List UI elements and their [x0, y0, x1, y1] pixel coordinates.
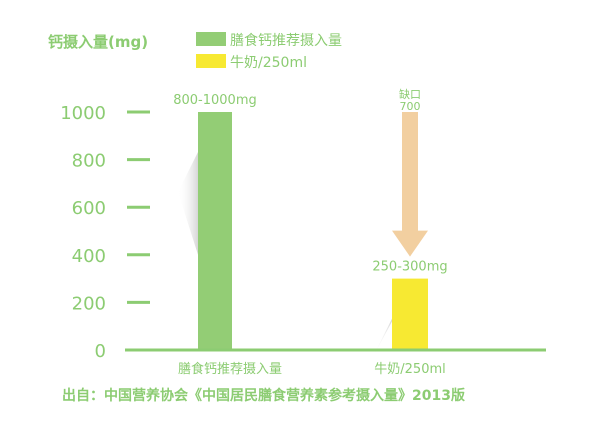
gap-annotation: 缺口 700: [392, 87, 428, 257]
y-tick-label: 800: [72, 151, 106, 172]
bar-shadow: [372, 318, 392, 359]
legend: 膳食钙推荐摄入量 牛奶/250ml: [196, 32, 342, 71]
y-tick-label: 400: [72, 246, 106, 267]
legend-swatch-1: [196, 54, 226, 68]
x-tick-label-1: 牛奶/250ml: [374, 362, 445, 377]
legend-label-1: 牛奶/250ml: [230, 55, 307, 71]
legend-label-0: 膳食钙推荐摄入量: [230, 32, 342, 49]
legend-swatch-0: [196, 32, 226, 46]
data-label-1: 250-300mg: [372, 260, 447, 275]
y-tick-label: 600: [72, 198, 106, 219]
data-label-0: 800-1000mg: [173, 93, 257, 108]
y-tick-label: 1000: [60, 103, 106, 124]
y-tick-label: 0: [95, 341, 106, 362]
gap-value: 700: [400, 100, 421, 113]
y-axis-title: 钙摄入量(mg): [48, 33, 148, 51]
source-note: 出自：中国营养协会《中国居民膳食营养素参考摄入量》2013版: [62, 387, 465, 404]
gap-arrow: [392, 112, 428, 257]
y-tick-label: 200: [72, 293, 106, 314]
bar-shadow: [178, 152, 198, 255]
bar-0: [198, 112, 232, 350]
gap-label: 缺口: [399, 87, 421, 101]
x-tick-label-0: 膳食钙推荐摄入量: [178, 361, 282, 377]
bar-1: [392, 278, 428, 350]
